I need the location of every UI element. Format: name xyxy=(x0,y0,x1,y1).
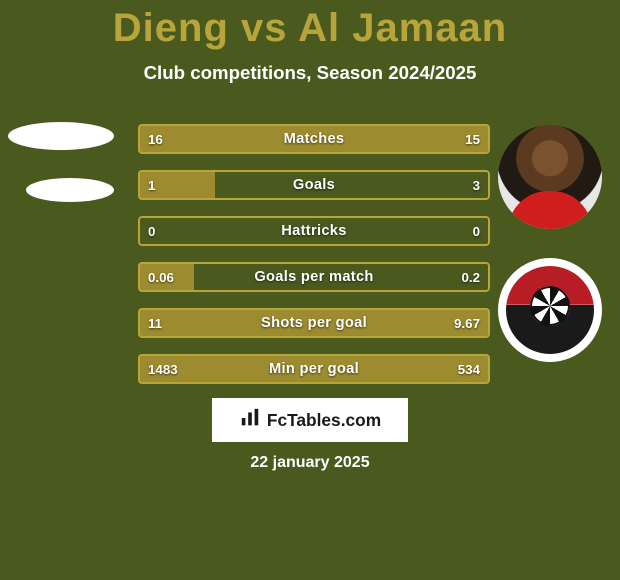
left-club-placeholder xyxy=(26,178,114,202)
stat-label: Goals per match xyxy=(138,262,490,292)
stat-label: Goals xyxy=(138,170,490,200)
page-subtitle: Club competitions, Season 2024/2025 xyxy=(0,62,620,84)
comparison-infographic: Dieng vs Al Jamaan Club competitions, Se… xyxy=(0,0,620,580)
left-player-placeholder xyxy=(8,122,114,150)
stat-label: Min per goal xyxy=(138,354,490,384)
stat-row: 00Hattricks xyxy=(138,216,490,246)
stat-label: Hattricks xyxy=(138,216,490,246)
right-player-avatar xyxy=(498,125,602,229)
page-title: Dieng vs Al Jamaan xyxy=(0,6,620,51)
stat-row: 0.060.2Goals per match xyxy=(138,262,490,292)
stat-label: Shots per goal xyxy=(138,308,490,338)
right-club-crest xyxy=(498,258,602,362)
stat-row: 1615Matches xyxy=(138,124,490,154)
stat-row: 13Goals xyxy=(138,170,490,200)
date-caption: 22 january 2025 xyxy=(0,454,620,472)
stat-row: 1483534Min per goal xyxy=(138,354,490,384)
bar-chart-icon xyxy=(239,407,261,434)
stat-row: 119.67Shots per goal xyxy=(138,308,490,338)
stats-bars: 1615Matches 13Goals 00Hattricks 0.060.2Goal… xyxy=(138,124,490,400)
source-badge: FcTables.com xyxy=(212,398,408,442)
stat-label: Matches xyxy=(138,124,490,154)
source-badge-text: FcTables.com xyxy=(267,410,381,431)
